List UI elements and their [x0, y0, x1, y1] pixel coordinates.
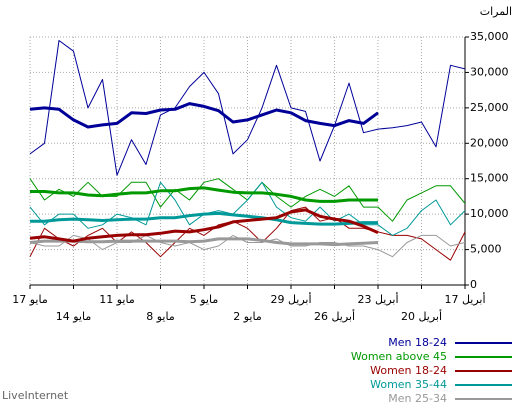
x-tick-label: 2 مايو: [233, 310, 262, 323]
daily-line: [29, 181, 466, 236]
x-tick-label: 20 أبريل: [401, 309, 442, 323]
y-axis-label: المرات: [480, 5, 512, 18]
x-tick-label: 11 مايو: [99, 293, 135, 306]
y-tick-label: 0: [470, 278, 477, 291]
x-tick-label: 26 أبريل: [314, 309, 355, 323]
daily-line: [29, 40, 466, 176]
source-label: LiveInternet: [2, 389, 69, 402]
average-line: [30, 211, 378, 226]
x-tick-label: 29 أبريل: [270, 292, 311, 306]
daily-line: [29, 234, 466, 258]
y-tick-label: 25,000: [470, 101, 509, 114]
x-tick-label: 14 مايو: [56, 310, 92, 323]
y-tick-label: 10,000: [470, 207, 509, 220]
y-tick-label: 5,000: [470, 243, 502, 256]
y-tick-label: 20,000: [470, 136, 509, 149]
average-line: [30, 186, 378, 203]
legend-label: Men 25-34: [388, 392, 447, 405]
y-tick-label: 30,000: [470, 65, 509, 78]
x-tick-label: 17 أبريل: [444, 292, 485, 306]
average-line: [29, 208, 379, 243]
x-tick-label: 8 مايو: [146, 310, 175, 323]
x-tick-label: 5 مايو: [190, 293, 219, 306]
average-line: [29, 102, 379, 129]
average-line: [29, 237, 379, 247]
x-tick-label: 17 مايو: [12, 293, 48, 306]
legend-label: Women above 45: [351, 350, 447, 363]
legend-label: Women 35-44: [370, 378, 447, 391]
y-tick-label: 15,000: [470, 172, 509, 185]
y-tick-label: 35,000: [470, 30, 509, 43]
legend-label: Women 18-24: [370, 364, 447, 377]
x-tick-label: 23 أبريل: [357, 292, 398, 306]
legend-label: Men 18-24: [388, 336, 447, 349]
